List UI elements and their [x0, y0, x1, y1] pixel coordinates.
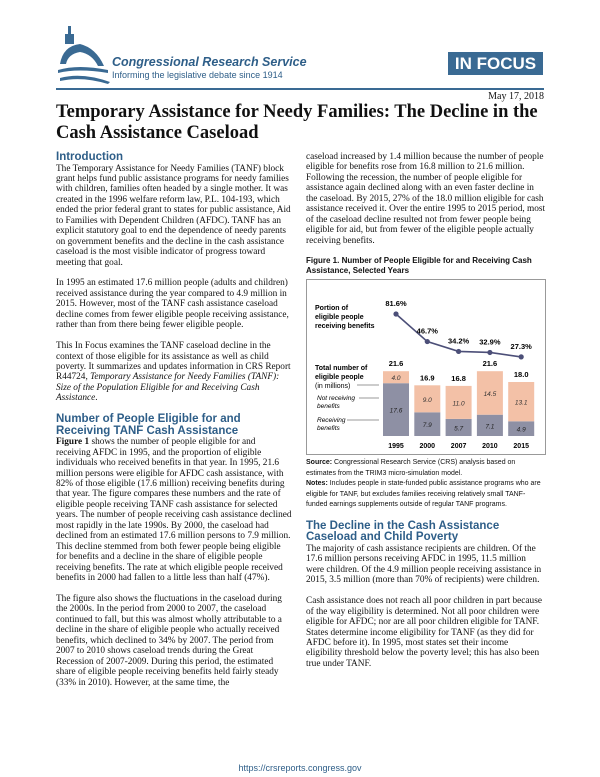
bar-not-receiving [476, 371, 503, 416]
bar-not-receiving [508, 382, 535, 422]
eligible-paragraph: Figure 1 shows the number of people elig… [56, 437, 292, 583]
x-tick-label: 1995 [388, 443, 404, 450]
bar-value-not-receiving: 4.0 [391, 376, 400, 383]
bar-total-label: 16.9 [420, 374, 435, 383]
line-label: Portion of [315, 305, 349, 312]
percent-label: 27.3% [511, 342, 533, 351]
in-focus-badge: IN FOCUS [448, 52, 543, 75]
bar-receiving [476, 415, 503, 437]
bar-value-receiving: 7.1 [485, 424, 494, 431]
x-tick-label: 2007 [451, 443, 467, 450]
percent-label: 46.7% [417, 327, 439, 336]
org-name: Congressional Research Service [112, 55, 307, 69]
report-title: Temporary Assistance for Needy Families … [56, 372, 280, 404]
total-label: eligible people [315, 374, 364, 381]
decline-paragraph: Cash assistance does not reach all poor … [306, 596, 542, 669]
bar-value-receiving: 7.9 [423, 423, 432, 430]
x-tick-label: 2010 [482, 443, 498, 450]
text: This In Focus examines the TANF caseload… [56, 341, 291, 383]
org-tagline: Informing the legislative debate since 1… [112, 70, 283, 80]
header-divider [56, 88, 544, 90]
percent-point [456, 349, 462, 355]
decline-paragraph: The majority of cash assistance recipien… [306, 543, 542, 586]
bar-total-label: 18.0 [514, 370, 529, 379]
figure-source: Source: Congressional Research Service (… [306, 458, 546, 511]
x-tick-label: 2000 [420, 443, 436, 450]
percent-point [393, 311, 399, 318]
figure-1-chart: Portion of eligible people receiving benef… [306, 279, 546, 456]
bar-value-not-receiving: 11.0 [453, 401, 466, 408]
intro-paragraph: In 1995 an estimated 17.6 million people… [56, 278, 289, 331]
bar-receiving [508, 421, 535, 437]
chart-svg: Portion of eligible people receiving benef… [315, 299, 535, 450]
bar-total-label: 21.6 [483, 360, 498, 369]
receiving-label: benefits [317, 425, 341, 432]
bar-value-not-receiving: 14.5 [484, 391, 497, 398]
text: shows the number of people eligible for … [56, 437, 292, 584]
percent-label: 32.9% [479, 338, 501, 347]
bar-total-label: 16.8 [451, 374, 466, 383]
total-label: Total number of [315, 365, 368, 372]
bar-value-not-receiving: 9.0 [423, 397, 432, 404]
intro-paragraph: The Temporary Assistance for Needy Famil… [56, 163, 291, 268]
bar-not-receiving [445, 386, 472, 420]
intro-heading: Introduction [56, 151, 124, 163]
eligible-paragraph: The figure also shows the fluctuations i… [56, 593, 282, 688]
notes-text: Includes people in state-funded public a… [306, 480, 541, 509]
bar-value-receiving: 5.7 [454, 426, 463, 433]
notes-label: Notes: [306, 480, 328, 488]
bar-not-receiving [414, 385, 441, 413]
bar-not-receiving [383, 371, 409, 384]
decline-heading: The Decline in the Cash Assistance Casel… [306, 519, 500, 544]
bar-receiving [445, 419, 472, 437]
receiving-label: Receiving [317, 417, 346, 424]
eligible-heading: Number of People Eligible for and Receiv… [56, 413, 241, 437]
percent-label: 81.6% [385, 299, 407, 308]
x-tick-label: 2015 [513, 443, 529, 450]
page-title: Temporary Assistance for Needy Families:… [56, 102, 538, 143]
bar-receiving [383, 383, 409, 437]
percent-label: 34.2% [448, 337, 470, 346]
left-column: Introduction The Temporary Assistance fo… [56, 151, 292, 698]
capitol-dome-logo [58, 26, 110, 84]
intro-paragraph: This In Focus examines the TANF caseload… [56, 341, 292, 404]
bar-value-not-receiving: 13.1 [515, 400, 528, 407]
bar-total-label: 21.6 [389, 360, 404, 369]
bar-value-receiving: 4.9 [517, 427, 526, 434]
text: . [95, 393, 98, 404]
figure-caption: Figure 1. Number of People Eligible for … [306, 256, 532, 276]
bar-receiving [414, 412, 441, 437]
percent-point [518, 354, 524, 360]
total-units-label: (in millions) [315, 383, 350, 390]
publication-date: May 17, 2018 [488, 91, 544, 102]
percent-point [424, 339, 430, 345]
line-label: receiving benefits [315, 323, 375, 330]
continued-paragraph: caseload increased by 1.4 million becaus… [306, 152, 546, 246]
not-receiving-label: Not receiving [317, 395, 355, 402]
source-label: Source: [306, 459, 333, 467]
figure-ref: Figure 1 [56, 437, 90, 448]
right-column: caseload increased by 1.4 million becaus… [306, 152, 546, 680]
not-receiving-label: benefits [317, 403, 341, 410]
source-text: Congressional Research Service (CRS) ana… [306, 459, 516, 477]
bar-value-receiving: 17.6 [390, 408, 403, 415]
footer-url[interactable]: https://crsreports.congress.gov [238, 763, 362, 773]
percent-point [487, 350, 493, 356]
line-label: eligible people [315, 314, 364, 321]
